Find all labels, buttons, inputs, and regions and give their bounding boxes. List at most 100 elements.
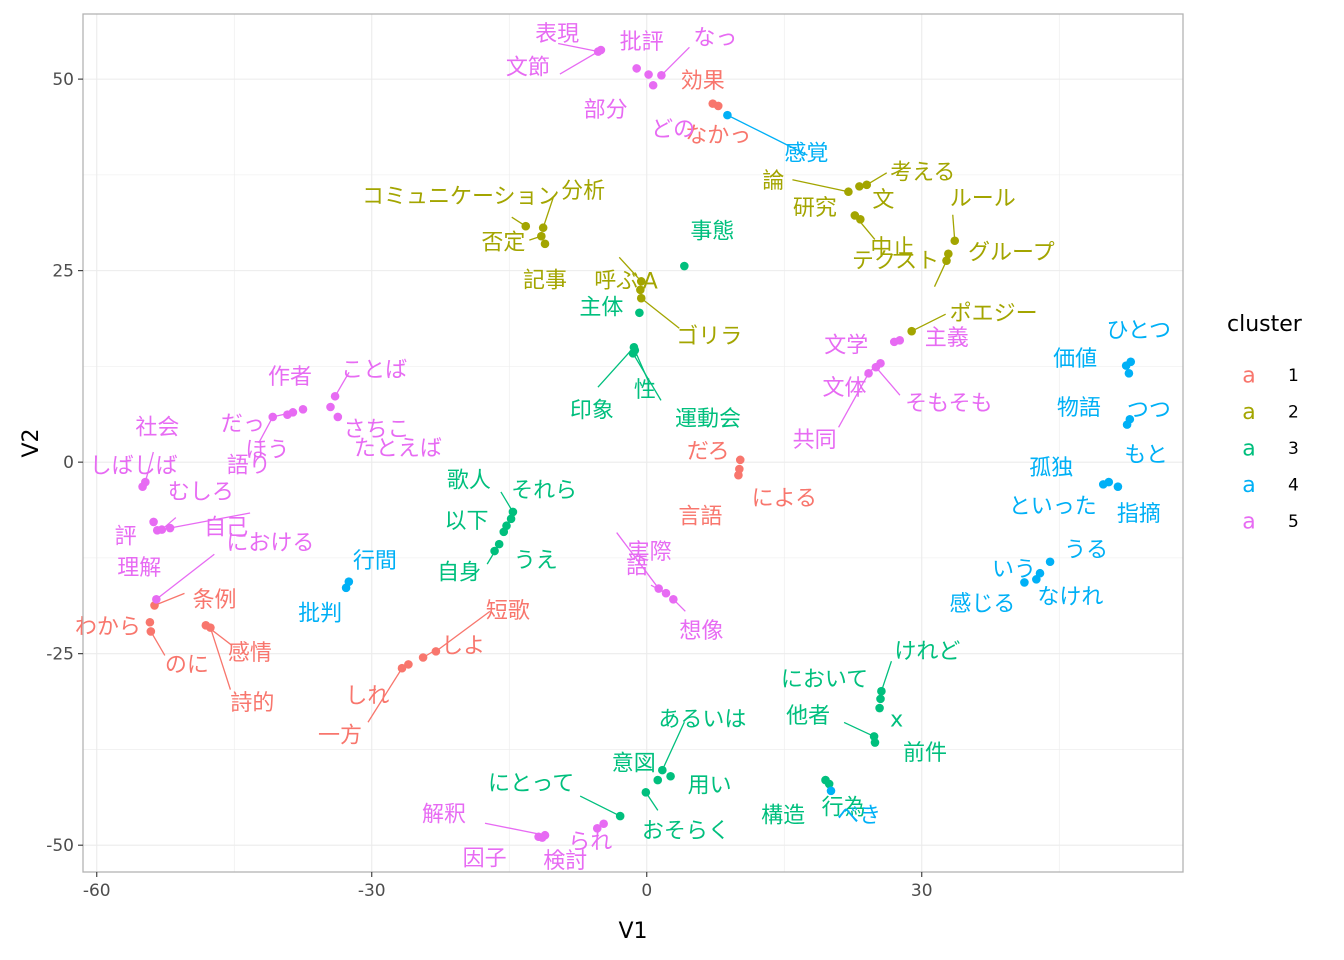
point-label-cluster-1: 言語 — [678, 505, 722, 530]
point-label-cluster-3: 事態 — [690, 220, 734, 245]
label-leader-line — [727, 114, 808, 156]
point-label-cluster-1: による — [752, 487, 817, 512]
legend-label: 3 — [1288, 439, 1299, 459]
point-label-cluster-4: 物語 — [1057, 396, 1101, 421]
data-point-cluster-1 — [404, 660, 413, 669]
label-leader-line — [792, 179, 849, 193]
point-label-cluster-4: 感じる — [949, 592, 1015, 617]
legend-label: 2 — [1288, 403, 1299, 423]
point-label-cluster-5: たとえば — [354, 436, 442, 461]
data-point-cluster-5 — [592, 824, 602, 833]
point-label-cluster-4: いう — [992, 558, 1036, 583]
label-leader-line — [911, 313, 946, 332]
label-leader-line — [640, 297, 680, 329]
data-point-cluster-2 — [862, 180, 872, 190]
point-label-cluster-5: 表現 — [535, 22, 579, 47]
label-leader-line — [661, 721, 685, 771]
point-label-cluster-2: ポエジー — [950, 302, 1038, 327]
data-point-cluster-3 — [615, 811, 625, 821]
data-point-cluster-4 — [1032, 575, 1041, 584]
point-label-cluster-5: 共同 — [793, 428, 837, 453]
data-point-cluster-3 — [641, 788, 651, 797]
legend-label: 4 — [1288, 476, 1299, 496]
data-point-cluster-3 — [680, 261, 689, 271]
data-point-cluster-5 — [657, 70, 666, 80]
point-label-cluster-5: むしろ — [168, 480, 234, 505]
point-label-cluster-5: 解釈 — [422, 803, 466, 828]
point-label-cluster-3: において — [781, 667, 868, 692]
data-point-cluster-5 — [330, 391, 340, 401]
data-point-cluster-1 — [735, 455, 745, 465]
label-leader-line — [435, 610, 491, 652]
point-label-cluster-3: 他者 — [786, 704, 830, 729]
x-tick-label: 0 — [641, 881, 652, 901]
label-leader-lines — [144, 42, 956, 836]
data-point-cluster-3 — [499, 527, 509, 537]
point-label-cluster-5: 文節 — [506, 56, 550, 81]
label-leader-line — [579, 795, 621, 817]
point-label-cluster-2: ルール — [950, 186, 1016, 211]
data-point-cluster-4 — [1045, 557, 1055, 567]
point-label-cluster-2: 分析 — [561, 179, 605, 204]
point-label-cluster-3: うえ — [514, 548, 558, 573]
point-label-cluster-4: つつ — [1127, 398, 1171, 423]
axis-ticks: -60 -30 0 30 -50 -25 0 25 50 — [46, 70, 932, 901]
point-label-cluster-4: 指摘 — [1117, 502, 1161, 527]
label-leader-line — [838, 372, 870, 428]
point-label-cluster-3: 意図 — [612, 752, 656, 777]
data-point-cluster-5 — [864, 368, 873, 378]
data-point-cluster-4 — [723, 110, 732, 120]
point-label-cluster-5: 理解 — [117, 556, 161, 581]
point-label-cluster-4: 孤独 — [1029, 456, 1073, 481]
label-leader-line — [155, 553, 215, 600]
point-label-cluster-4: 行間 — [353, 549, 397, 574]
label-leader-line — [616, 532, 660, 589]
data-point-cluster-5 — [298, 404, 308, 414]
point-label-cluster-5: 文学 — [824, 333, 868, 358]
point-label-cluster-3: 主体 — [579, 295, 623, 320]
point-label-cluster-3: 以下 — [444, 509, 488, 534]
y-tick-label: -50 — [46, 836, 74, 856]
data-point-cluster-1 — [418, 653, 428, 662]
point-label-cluster-5: しばしば — [90, 454, 178, 479]
data-point-cluster-3 — [875, 703, 884, 713]
point-label-cluster-5: 語 — [626, 555, 648, 580]
y-tick-label: 50 — [52, 70, 74, 90]
data-point-cluster-3 — [666, 771, 675, 781]
data-point-cluster-5 — [333, 412, 343, 422]
point-label-cluster-4: ひとつ — [1107, 318, 1171, 343]
point-label-cluster-5: なっ — [693, 26, 737, 51]
label-leader-line — [154, 592, 185, 607]
point-label-cluster-3: あるいは — [658, 708, 746, 733]
legend-label: 5 — [1288, 512, 1299, 532]
point-label-cluster-5: 自己 — [204, 516, 248, 541]
data-point-cluster-2 — [856, 215, 865, 224]
data-point-cluster-2 — [844, 187, 853, 197]
point-label-cluster-1: 詩的 — [230, 691, 274, 716]
data-point-cluster-5 — [661, 588, 671, 598]
point-label-cluster-5: さちこ — [343, 417, 409, 442]
data-point-cluster-2 — [942, 256, 951, 265]
point-label-cluster-5: 批評 — [620, 30, 664, 55]
data-point-cluster-4 — [341, 583, 351, 593]
data-point-cluster-4 — [1104, 477, 1114, 487]
label-leader-line — [618, 256, 642, 282]
data-point-cluster-3 — [824, 779, 834, 789]
data-point-cluster-1 — [206, 623, 215, 632]
legend-title: cluster — [1227, 312, 1303, 337]
point-label-cluster-1: 短歌 — [486, 599, 530, 624]
data-point-cluster-1 — [146, 627, 156, 636]
data-point-cluster-3 — [870, 738, 880, 747]
x-tick-label: 30 — [911, 881, 933, 901]
data-point-cluster-5 — [669, 594, 678, 604]
point-label-cluster-5: 部分 — [584, 98, 628, 123]
data-point-cluster-3 — [653, 775, 663, 785]
label-leader-line — [597, 346, 635, 388]
y-tick-label: 0 — [63, 453, 74, 473]
point-label-cluster-1: しよ — [441, 634, 485, 659]
label-leader-line — [933, 260, 948, 287]
data-point-cluster-5 — [138, 482, 147, 491]
data-point-cluster-2 — [907, 326, 916, 336]
point-label-cluster-5: だっ — [221, 412, 265, 437]
x-tick-label: -30 — [358, 881, 386, 901]
